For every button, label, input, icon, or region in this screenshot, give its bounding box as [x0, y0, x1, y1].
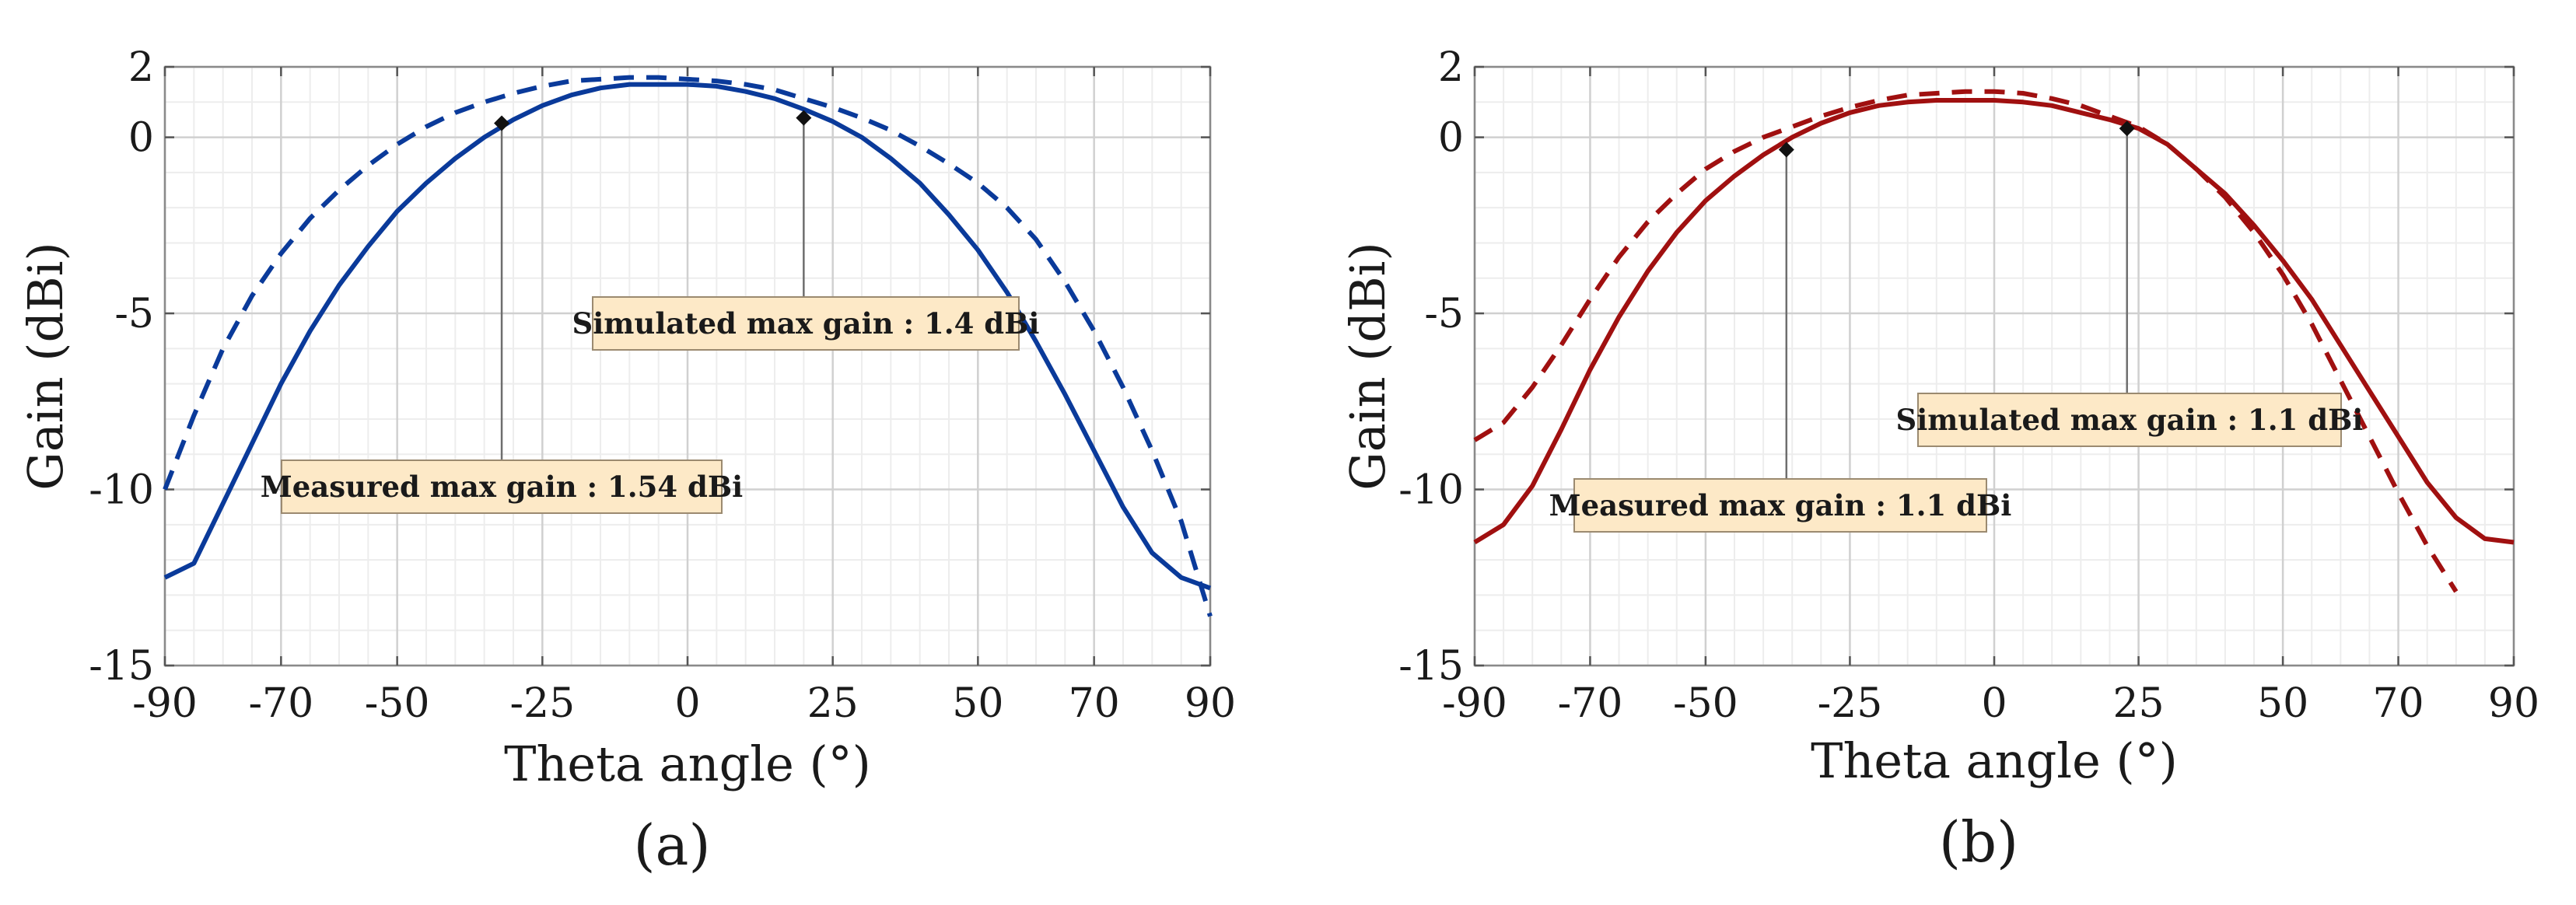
x-axis-title: Theta angle (°) [1811, 732, 2178, 789]
annotation-box [281, 459, 723, 514]
panel-label: (a) [633, 812, 710, 878]
x-tick-label: -90 [132, 680, 198, 727]
y-tick-label: -10 [89, 467, 154, 514]
data-marker [1778, 142, 1794, 158]
x-tick-label: -50 [365, 680, 430, 727]
series-line-measured [1473, 89, 2459, 593]
y-tick-label: 2 [1438, 44, 1464, 91]
y-tick-label: -15 [1398, 643, 1464, 690]
y-tick-label: -5 [114, 291, 154, 337]
panel-a: -90 -70 -50 -25 0 25 50 70 90 2 0 -5 -10 -15 Simulated… [17, 44, 1236, 878]
x-tick-label: -25 [509, 680, 575, 727]
annotation-text: Simulated max gain : 1.4 dBi [572, 306, 1040, 341]
x-tick-label: 50 [2257, 680, 2308, 727]
y-axis-title: Gain (dBi) [17, 242, 74, 490]
y-tick-label: -15 [89, 643, 154, 690]
y-tick-label: -10 [1398, 467, 1464, 514]
x-tick-label: -50 [1673, 680, 1738, 727]
y-tick-label: 2 [128, 44, 154, 91]
x-tick-label: 0 [1981, 680, 2007, 727]
panel-label: (b) [1939, 809, 2018, 875]
y-tick-label: 0 [1438, 115, 1464, 162]
x-tick-label: 90 [1185, 680, 1236, 727]
annotation-text: Measured max gain : 1.1 dBi [1549, 488, 2012, 522]
y-axis-title: Gain (dBi) [1339, 242, 1396, 490]
y-tick-label: -5 [1424, 291, 1464, 337]
x-tick-label: 70 [1069, 680, 1120, 727]
annotation-box [1917, 393, 2342, 447]
annotation-text: Measured max gain : 1.54 dBi [261, 470, 743, 504]
x-tick-label: 70 [2372, 680, 2424, 727]
annotation-box [1573, 478, 1987, 533]
data-marker [494, 115, 510, 131]
data-marker [796, 110, 812, 126]
x-tick-label: 90 [2488, 680, 2539, 727]
data-marker [2119, 121, 2135, 137]
panel-b: -90 -70 -50 -25 0 25 50 70 90 2 0 -5 -10 -15 Simulated… [1339, 44, 2539, 875]
x-tick-label: -70 [1558, 680, 1623, 727]
y-tick-label: 0 [128, 115, 154, 162]
x-tick-label: -70 [248, 680, 313, 727]
x-tick-label: 0 [674, 680, 700, 727]
annotation-box [592, 296, 1020, 351]
x-axis-title: Theta angle (°) [504, 736, 871, 792]
x-tick-label: 50 [952, 680, 1003, 727]
x-tick-label: -25 [1818, 680, 1883, 727]
x-tick-label: 25 [807, 680, 859, 727]
series-line-measured [163, 75, 1213, 617]
series-line-simulated [163, 82, 1212, 591]
annotation-text: Simulated max gain : 1.1 dBi [1896, 403, 2364, 437]
series-line-simulated [1473, 98, 2515, 545]
x-tick-label: -90 [1442, 680, 1507, 727]
x-tick-label: 25 [2112, 680, 2164, 727]
